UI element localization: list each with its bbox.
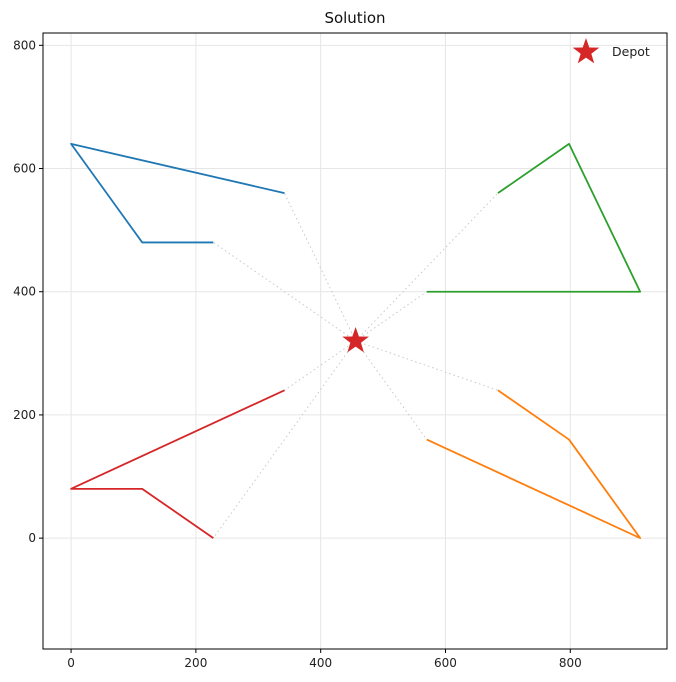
- depot-links: [212, 192, 499, 539]
- depot-link-route-3: [355, 192, 499, 342]
- x-tick-label: 600: [434, 656, 457, 670]
- depot-link-route-3: [355, 291, 428, 342]
- x-tick-label: 200: [184, 656, 207, 670]
- y-axis-ticks: 0 200 400 600 800: [13, 38, 43, 545]
- route-3-line: [426, 142, 642, 293]
- routes: [70, 142, 642, 540]
- route-4-line: [70, 389, 285, 539]
- depot-link-route-4: [284, 340, 356, 391]
- depot-star-icon: [342, 327, 369, 353]
- y-tick-label: 600: [13, 162, 36, 176]
- route-1-line: [70, 142, 285, 244]
- depot-link-route-1: [284, 192, 357, 342]
- legend: Depot: [572, 38, 650, 64]
- x-axis-ticks: 0 200 400 600 800: [67, 649, 582, 670]
- depot-link-route-4: [212, 340, 357, 539]
- route-2-line: [426, 389, 642, 540]
- legend-label-depot: Depot: [612, 44, 650, 59]
- y-tick-label: 0: [28, 531, 36, 545]
- y-tick-label: 800: [13, 38, 36, 52]
- x-tick-label: 400: [309, 656, 332, 670]
- depot-link-route-2: [355, 340, 428, 440]
- depot-link-route-1: [213, 242, 356, 342]
- depot-link-route-2: [355, 340, 499, 391]
- depot-marker: [342, 327, 369, 353]
- x-tick-label: 800: [559, 656, 582, 670]
- grid: [43, 33, 667, 649]
- y-tick-label: 200: [13, 408, 36, 422]
- chart-title: Solution: [324, 9, 385, 27]
- legend-star-icon: [572, 38, 600, 64]
- y-tick-label: 400: [13, 285, 36, 299]
- plot-frame: [42, 32, 668, 650]
- x-tick-label: 0: [67, 656, 75, 670]
